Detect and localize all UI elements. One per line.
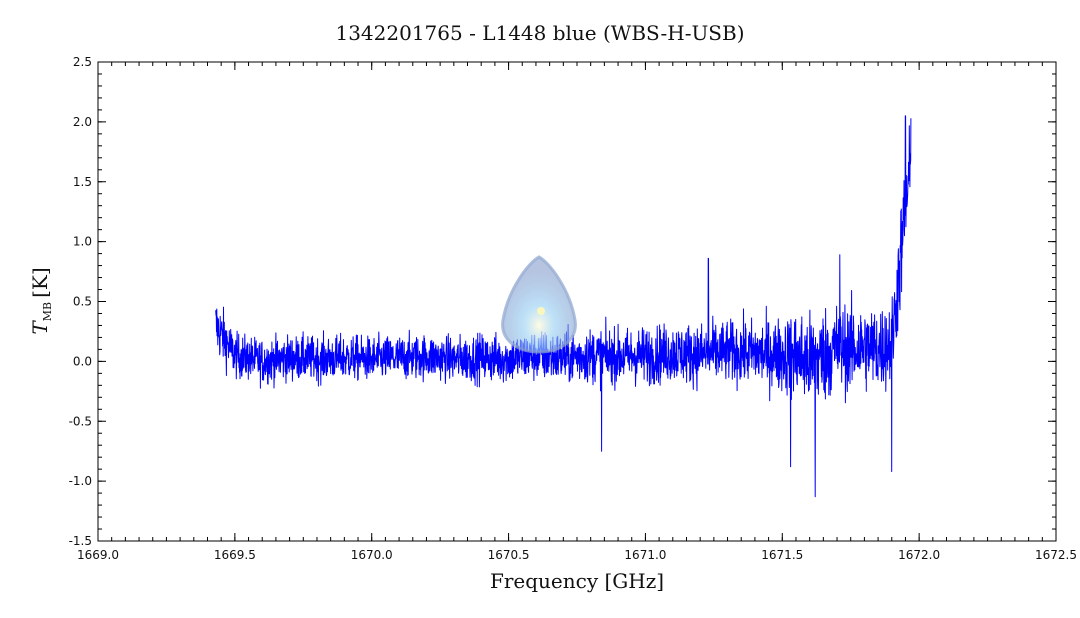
- teardrop-logo-icon: [501, 255, 577, 354]
- y-tick-label: 0.5: [73, 295, 92, 309]
- x-tick-label: 1672.0: [898, 548, 940, 562]
- x-tick-label: 1670.0: [351, 548, 393, 562]
- x-axis-label: Frequency [GHz]: [490, 569, 664, 593]
- chart-title: 1342201765 - L1448 blue (WBS-H-USB): [335, 21, 744, 45]
- y-axis-label: TMB [K]: [28, 267, 54, 334]
- series-line: [215, 115, 912, 498]
- y-tick-labels: -1.5 -1.0 -0.5 0.0 0.5 1.0 1.5 2.0 2.5: [69, 55, 92, 548]
- x-tick-label: 1671.0: [624, 548, 666, 562]
- y-tick-label: -1.0: [69, 474, 92, 488]
- x-tick-labels: 1669.0 1669.5 1670.0 1670.5 1671.0 1671.5 1672…: [77, 548, 1077, 562]
- x-tick-label: 1670.5: [488, 548, 530, 562]
- y-tick-label: -0.5: [69, 414, 92, 428]
- y-axis-unit: [K]: [28, 267, 52, 298]
- y-tick-label: 2.5: [73, 55, 92, 69]
- y-tick-label: 0.0: [73, 354, 92, 368]
- y-tick-label: -1.5: [69, 534, 92, 548]
- x-tick-label: 1672.5: [1035, 548, 1077, 562]
- y-tick-label: 2.0: [73, 115, 92, 129]
- axis-ticks: [97, 61, 1057, 542]
- x-tick-label: 1669.0: [77, 548, 119, 562]
- y-axis-symbol: T: [28, 320, 52, 335]
- x-tick-label: 1669.5: [214, 548, 256, 562]
- x-tick-label: 1671.5: [761, 548, 803, 562]
- y-tick-label: 1.5: [73, 175, 92, 189]
- y-axis-subscript: MB: [41, 302, 54, 321]
- plot-frame: [97, 61, 1057, 542]
- y-tick-label: 1.0: [73, 235, 92, 249]
